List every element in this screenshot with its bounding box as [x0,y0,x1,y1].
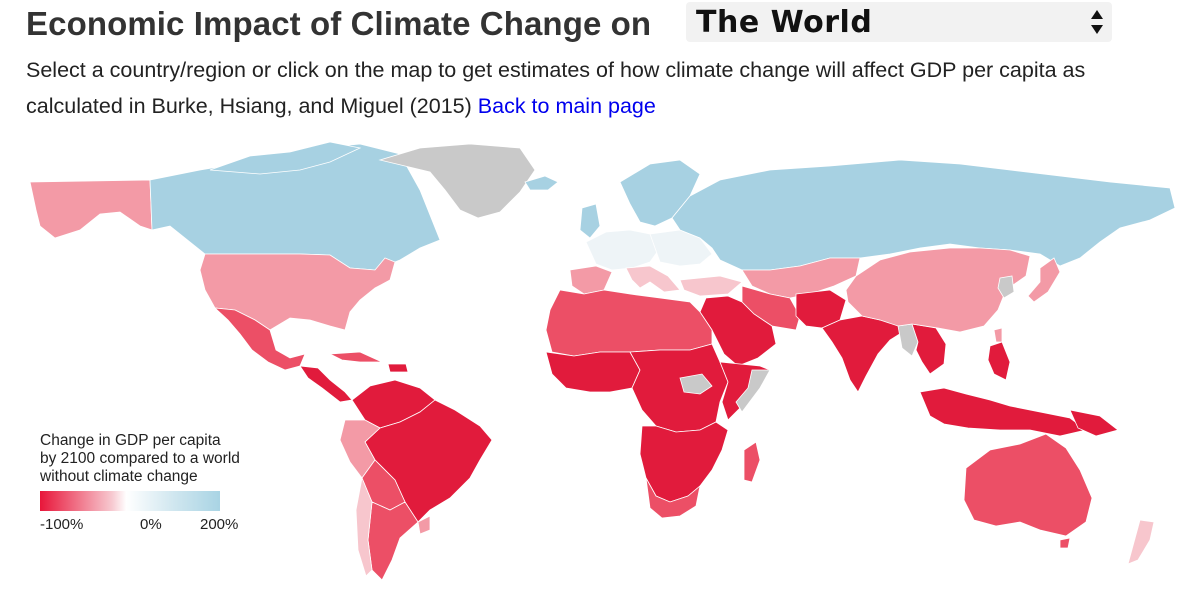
region-uk[interactable] [579,203,601,239]
region-greenland[interactable] [378,143,536,219]
region-select-value: The World [696,4,873,40]
page-title: Economic Impact of Climate Change on [26,5,652,42]
legend-title: Change in GDP per capita by 2100 compare… [40,432,280,486]
subtitle: Select a country/region or click on the … [26,52,1186,124]
region-turkey[interactable] [679,275,743,297]
region-russia[interactable] [671,159,1176,271]
region-south-sudan[interactable] [679,373,713,395]
region-philippines[interactable] [987,341,1011,381]
region-papua[interactable] [1069,409,1119,437]
region-west-africa[interactable] [545,351,641,393]
region-arctic-islands [209,141,362,175]
region-iberia[interactable] [569,265,613,295]
region-central-asia[interactable] [741,257,861,299]
back-to-main-link[interactable]: Back to main page [477,94,656,118]
region-central-africa[interactable] [629,343,729,433]
region-indonesia-malaysia[interactable] [919,387,1087,437]
region-new-zealand[interactable] [1127,519,1155,565]
region-korea[interactable] [997,275,1015,299]
region-mainland-se-asia[interactable] [911,323,947,375]
region-madagascar[interactable] [743,441,761,483]
subtitle-text: Select a country/region or click on the … [26,58,1086,118]
legend-tick-zero: 0% [140,516,162,533]
legend-ticks: -100% 0% 200% [40,516,280,536]
legend-tick-min: -100% [40,516,84,533]
legend-title-line-3: without climate change [40,468,198,485]
region-southern-africa[interactable] [639,421,729,503]
legend-title-line-2: by 2100 compared to a world [40,450,240,467]
legend: Change in GDP per capita by 2100 compare… [40,432,280,536]
region-chile[interactable] [355,476,373,577]
region-north-africa[interactable] [545,289,713,357]
region-china[interactable] [845,247,1031,333]
region-tasmania[interactable] [1059,537,1071,549]
region-select[interactable]: The World [686,2,1112,42]
region-japan[interactable] [1027,257,1061,303]
region-south-africa[interactable] [645,477,701,519]
region-iceland[interactable] [524,175,559,191]
region-italy-balkans[interactable] [625,265,681,293]
legend-tick-max: 200% [200,516,239,533]
region-alaska[interactable] [29,179,153,239]
region-western-europe[interactable] [585,229,661,271]
legend-color-scale [40,491,220,511]
world-map[interactable] [0,130,1200,589]
region-uruguay[interactable] [417,515,431,535]
region-cuba[interactable] [328,351,383,363]
header: Economic Impact of Climate Change on [26,0,651,48]
legend-title-line-1: Change in GDP per capita [40,432,221,449]
region-mexico[interactable] [213,307,306,371]
region-central-america[interactable] [299,365,353,403]
select-arrows-icon [1091,10,1103,34]
region-hispaniola[interactable] [387,363,409,373]
region-argentina[interactable] [367,501,419,581]
region-india[interactable] [821,315,907,393]
region-somalia[interactable] [735,369,771,413]
region-taiwan[interactable] [993,327,1003,343]
region-australia[interactable] [963,433,1093,537]
